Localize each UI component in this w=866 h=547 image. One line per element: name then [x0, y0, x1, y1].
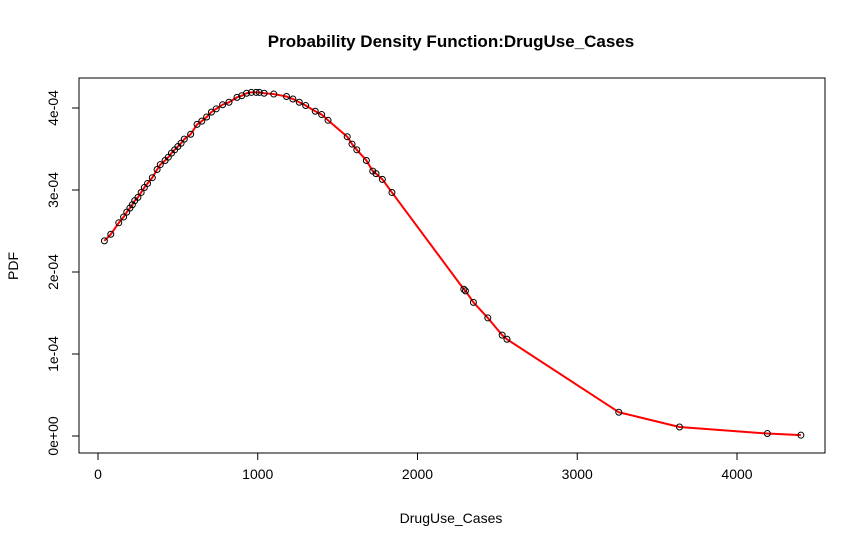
- data-point: [100, 237, 108, 245]
- data-point: [252, 88, 260, 96]
- data-point: [134, 193, 142, 201]
- data-point: [388, 188, 396, 196]
- data-point: [148, 174, 156, 182]
- data-point: [289, 95, 297, 103]
- data-point: [180, 135, 188, 143]
- data-point: [763, 430, 771, 438]
- data-point: [193, 120, 201, 128]
- data-point: [343, 133, 351, 141]
- data-point: [187, 130, 195, 138]
- y-axis-label: PDF: [5, 252, 21, 280]
- data-point: [260, 89, 268, 97]
- data-point: [295, 98, 303, 106]
- data-point: [219, 101, 227, 109]
- data-point: [324, 116, 332, 124]
- data-point: [378, 175, 386, 183]
- data-point: [318, 111, 326, 119]
- data-point: [503, 335, 511, 343]
- data-point: [207, 108, 215, 116]
- data-point: [283, 93, 291, 101]
- data-point: [120, 213, 128, 221]
- data-point: [225, 98, 233, 106]
- data-point: [484, 314, 492, 322]
- data-point: [469, 298, 477, 306]
- data-point: [461, 287, 469, 295]
- data-point: [144, 179, 152, 187]
- data-point: [233, 93, 241, 101]
- data-point: [156, 161, 164, 169]
- y-tick-label: 2e-04: [45, 254, 61, 290]
- data-point: [243, 89, 251, 97]
- x-tick-label: 3000: [562, 466, 593, 482]
- x-axis-label: DrugUse_Cases: [400, 510, 503, 526]
- data-point: [675, 423, 683, 431]
- data-point: [362, 156, 370, 164]
- data-point: [270, 90, 278, 98]
- data-point: [615, 408, 623, 416]
- x-tick-label: 2000: [402, 466, 433, 482]
- x-tick-label: 1000: [242, 466, 273, 482]
- series-layer: [100, 88, 805, 439]
- y-tick-label: 0e+00: [45, 416, 61, 456]
- data-point: [797, 431, 805, 439]
- data-point: [153, 166, 161, 173]
- data-point: [460, 285, 468, 293]
- y-tick-label: 3e-04: [45, 172, 61, 208]
- chart-title: Probability Density Function:DrugUse_Cas…: [268, 32, 635, 51]
- data-point: [353, 146, 361, 154]
- y-axis: 0e+00 1e-04 2e-04 3e-04 4e-04: [45, 90, 80, 456]
- data-point: [137, 188, 145, 196]
- data-point: [212, 105, 220, 113]
- y-tick-label: 4e-04: [45, 90, 61, 126]
- x-tick-label: 4000: [721, 466, 752, 482]
- data-point: [107, 230, 115, 238]
- data-point: [498, 331, 506, 339]
- x-tick-label: 0: [94, 466, 102, 482]
- x-axis: 0 1000 2000 3000 4000: [94, 452, 753, 482]
- y-tick-label: 1e-04: [45, 336, 61, 372]
- data-point: [348, 140, 356, 148]
- data-point: [302, 102, 310, 110]
- data-point: [372, 170, 380, 178]
- data-point: [255, 88, 263, 96]
- data-point: [203, 113, 211, 121]
- data-point: [198, 117, 206, 125]
- data-point: [311, 107, 319, 115]
- data-point: [115, 219, 123, 227]
- data-point: [247, 88, 255, 96]
